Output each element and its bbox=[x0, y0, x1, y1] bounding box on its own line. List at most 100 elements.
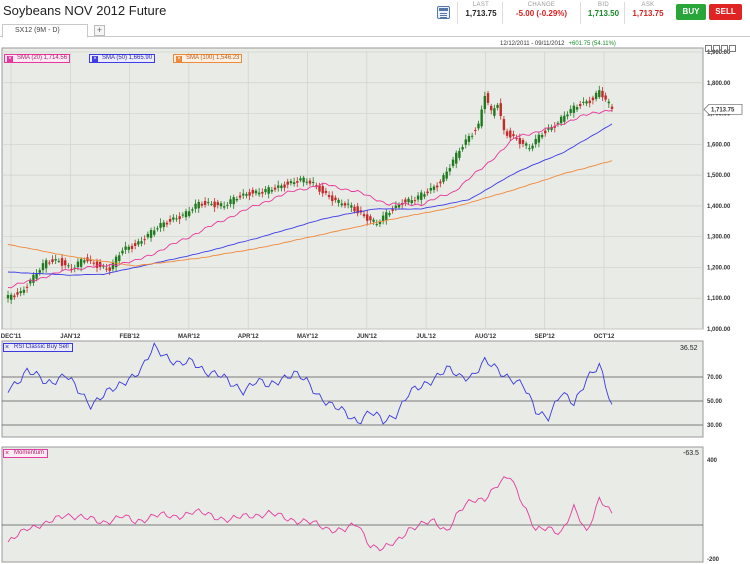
y-tick-label: 1,500.00 bbox=[707, 173, 731, 179]
tab-sx12[interactable]: SX12 (9M - D) bbox=[2, 24, 88, 38]
candle bbox=[467, 136, 471, 142]
candle bbox=[70, 268, 73, 270]
candle bbox=[140, 241, 143, 244]
candle bbox=[95, 261, 99, 268]
momentum-label[interactable]: × Momentum bbox=[3, 449, 49, 458]
rsi-value: 36.52 bbox=[680, 345, 698, 352]
y-tick-label: 1,100.00 bbox=[707, 296, 731, 302]
close-icon[interactable] bbox=[729, 45, 736, 52]
candle bbox=[582, 101, 585, 103]
candle bbox=[159, 223, 162, 228]
candle bbox=[35, 273, 38, 279]
candle bbox=[242, 193, 245, 196]
candle bbox=[553, 126, 556, 128]
zoom-icon[interactable] bbox=[705, 45, 712, 52]
candle bbox=[162, 222, 165, 228]
candle bbox=[407, 198, 410, 203]
close-icon[interactable]: × bbox=[176, 56, 182, 62]
candle bbox=[531, 145, 534, 149]
candle bbox=[261, 191, 264, 194]
sma20-line bbox=[7, 109, 613, 289]
candle bbox=[197, 201, 200, 209]
candle bbox=[372, 219, 375, 222]
y-tick-label: 1,000.00 bbox=[707, 327, 731, 333]
candle bbox=[48, 262, 51, 264]
candle bbox=[216, 202, 220, 206]
candle bbox=[327, 195, 331, 197]
candle bbox=[254, 190, 258, 194]
candle bbox=[423, 194, 426, 197]
rsi-panel bbox=[1, 340, 704, 438]
candle bbox=[149, 229, 153, 238]
candle bbox=[585, 101, 588, 104]
sma100-line bbox=[7, 160, 613, 267]
candle bbox=[29, 280, 32, 284]
y-tick-label: 1,200.00 bbox=[707, 265, 731, 271]
candle bbox=[210, 203, 213, 205]
ask-label: ASK bbox=[641, 2, 655, 8]
candle bbox=[245, 194, 248, 196]
legend-sma100[interactable]: × SMA (100) 1,546.23 bbox=[173, 54, 243, 63]
calendar-icon[interactable] bbox=[437, 6, 450, 19]
candle bbox=[404, 199, 407, 203]
candle bbox=[38, 270, 41, 273]
rsi-label[interactable]: × RSI Classic Buy Sell bbox=[3, 343, 73, 352]
candle bbox=[191, 209, 194, 211]
legend-sma50[interactable]: × SMA (50) 1,665.90 bbox=[89, 54, 156, 63]
candle bbox=[324, 190, 328, 193]
candle bbox=[490, 105, 493, 111]
close-icon[interactable]: × bbox=[7, 56, 13, 62]
bid-quote: BID 1,713.50 bbox=[580, 2, 622, 24]
close-icon[interactable]: × bbox=[5, 344, 10, 351]
candle bbox=[92, 262, 96, 264]
candle bbox=[502, 119, 506, 131]
candle bbox=[591, 97, 595, 101]
candle bbox=[601, 90, 604, 98]
expand-icon[interactable] bbox=[713, 45, 720, 52]
rsi-tick-label: 30.00 bbox=[707, 423, 723, 429]
candle bbox=[108, 267, 111, 271]
candles bbox=[6, 85, 614, 304]
candle bbox=[505, 131, 509, 136]
candle bbox=[439, 181, 442, 184]
candle bbox=[248, 192, 251, 196]
candle bbox=[286, 181, 289, 185]
candle bbox=[521, 139, 525, 144]
last-label: LAST bbox=[472, 2, 490, 8]
momentum-tick-label: 400 bbox=[707, 458, 718, 464]
candle bbox=[515, 138, 518, 140]
rsi-tick-label: 70.00 bbox=[707, 375, 723, 381]
close-icon[interactable]: × bbox=[92, 56, 98, 62]
momentum-panel bbox=[1, 446, 704, 563]
candle bbox=[483, 96, 487, 110]
candle bbox=[343, 203, 347, 206]
candle bbox=[353, 206, 356, 212]
y-tick-label: 1,800.00 bbox=[707, 81, 731, 87]
candle bbox=[16, 292, 19, 295]
buy-button[interactable]: BUY bbox=[676, 4, 706, 20]
candle bbox=[480, 109, 483, 127]
momentum-value: -63.5 bbox=[683, 450, 699, 457]
legend-sma20[interactable]: × SMA (20) 1,714.56 bbox=[4, 54, 71, 63]
bid-label: BID bbox=[598, 2, 609, 8]
candle bbox=[267, 187, 270, 194]
date-range-text: 12/12/2011 - 09/11/2012 bbox=[500, 41, 565, 47]
legend-sma100-text: SMA (100) 1,546.23 bbox=[186, 55, 240, 61]
candle bbox=[111, 262, 115, 270]
candle bbox=[337, 199, 340, 203]
add-tab-button[interactable]: + bbox=[94, 25, 105, 36]
candle bbox=[229, 199, 232, 204]
rsi-line bbox=[7, 342, 613, 425]
sell-button[interactable]: SELL bbox=[709, 4, 742, 20]
candle bbox=[105, 268, 108, 270]
range-change: +601.75 (54.11%) bbox=[568, 41, 616, 47]
candle bbox=[222, 206, 226, 208]
candle bbox=[311, 181, 315, 183]
candle bbox=[299, 178, 302, 181]
close-icon[interactable]: × bbox=[5, 450, 10, 457]
settings-icon[interactable] bbox=[721, 45, 728, 52]
candle bbox=[203, 200, 207, 205]
candle bbox=[594, 92, 598, 99]
candle bbox=[604, 95, 607, 100]
